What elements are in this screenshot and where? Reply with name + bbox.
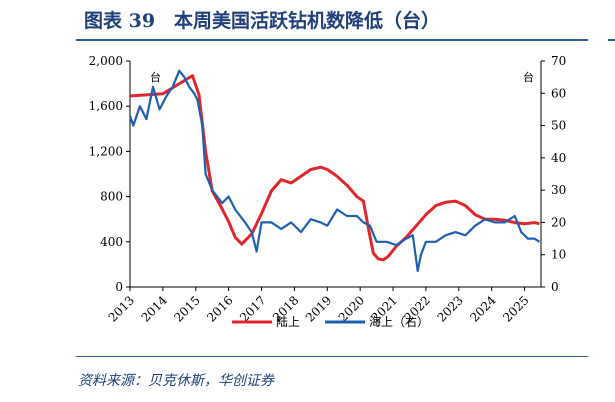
y-left-tick-label: 800	[100, 190, 123, 204]
onshore-line	[129, 74, 540, 262]
legend-label-offshore: 海上（右）	[369, 314, 429, 329]
legend-label-onshore: 陆上	[276, 314, 300, 329]
y-right-tick-label: 20	[551, 215, 566, 229]
top-rule-right	[608, 39, 615, 41]
series-lines	[128, 69, 540, 272]
figure-title: 图表 39 本周美国活跃钻机数降低（台）	[84, 10, 441, 32]
top-rule	[76, 39, 588, 41]
x-tick-label: 2015	[171, 293, 202, 324]
y-right-tick-label: 50	[551, 119, 566, 133]
offshore-line	[128, 69, 540, 272]
x-tick-label: 2025	[500, 293, 531, 324]
source-note: 资料来源：贝克休斯，华创证券	[78, 373, 274, 389]
y-left-tick-label: 0	[115, 280, 123, 294]
y-left-tick-label: 1,200	[89, 144, 123, 158]
x-tick-label: 2023	[434, 293, 465, 324]
y-right-tick-label: 60	[551, 86, 566, 100]
y-right-tick-label: 0	[551, 280, 559, 294]
x-tick-label: 2020	[336, 293, 367, 324]
x-tick-label: 2014	[139, 293, 171, 325]
y-left-unit: 台	[150, 70, 161, 84]
y-left-tick-label: 2,000	[89, 54, 123, 68]
x-tick-label: 2019	[303, 293, 334, 324]
x-tick-label: 2013	[106, 293, 137, 324]
y-right-tick-label: 40	[551, 151, 566, 165]
y-right-tick-label: 30	[551, 183, 566, 197]
x-tick-label: 2017	[237, 293, 268, 324]
y-right-tick-label: 70	[551, 54, 566, 68]
y-right-tick-label: 10	[551, 248, 566, 262]
y-left-tick-label: 400	[100, 235, 123, 249]
x-tick-label: 2016	[204, 293, 235, 324]
bottom-rule	[76, 356, 588, 357]
y-right-unit: 台	[523, 70, 534, 84]
y-left-tick-label: 1,600	[89, 99, 123, 113]
legend: 陆上 海上（右）	[232, 314, 429, 329]
x-tick-label: 2024	[467, 293, 499, 325]
